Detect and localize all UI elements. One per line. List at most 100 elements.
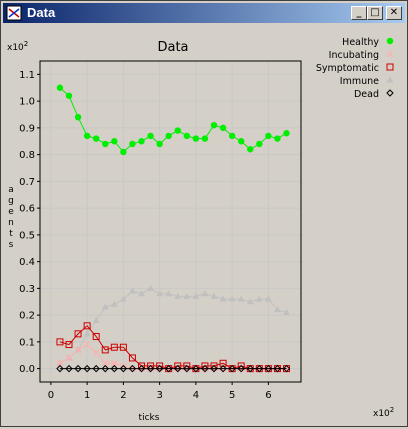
series-healthy (56, 84, 290, 156)
symptomatic-line (59, 325, 287, 370)
immune-point (219, 295, 227, 302)
y-tick-label: 0.5 (19, 230, 35, 241)
y-tick-label: 0.0 (19, 364, 35, 375)
dead-point (83, 364, 91, 373)
legend-label: Immune (340, 76, 379, 87)
x-stroke (110, 359, 118, 367)
y-axis-label-char: n (8, 218, 14, 228)
symptomatic-point (56, 338, 64, 346)
healthy-point (56, 84, 64, 91)
legend-label: Symptomatic (316, 63, 379, 74)
symptomatic-point (119, 343, 127, 351)
healthy-point (247, 146, 254, 153)
x-stroke (83, 341, 91, 348)
immune-point (210, 292, 218, 299)
dead-point (164, 364, 173, 373)
x-tick-label: 1 (84, 390, 90, 401)
dead-point (192, 364, 200, 373)
immune-point (192, 292, 200, 299)
immune-point (138, 290, 145, 297)
symptomatic-point (92, 333, 100, 341)
healthy-point (129, 140, 136, 148)
dead-point (74, 364, 82, 373)
healthy-point (274, 135, 281, 142)
healthy-point (92, 135, 100, 142)
series-immune (56, 284, 290, 366)
immune-point (147, 284, 155, 291)
healthy-point (120, 148, 127, 156)
legend-incubating-point (386, 50, 394, 58)
immune-point (110, 300, 118, 307)
immune-point (119, 295, 127, 302)
healthy-point (192, 135, 200, 142)
grid (40, 61, 301, 382)
y-tick-label: 0.3 (19, 284, 35, 295)
immune-point (165, 290, 173, 297)
y-axis-label-char: e (8, 207, 14, 217)
dead-point (119, 364, 128, 373)
dead-point (65, 364, 73, 373)
dead-point (137, 364, 146, 373)
healthy-point (147, 132, 154, 140)
y-tick-label: 0.1 (19, 337, 35, 348)
dead-point (282, 364, 291, 373)
healthy-point (283, 130, 290, 137)
immune-point (174, 292, 182, 299)
dead-point (273, 364, 282, 373)
incubating-point (83, 341, 91, 348)
x-stroke (74, 346, 82, 354)
minimize-button[interactable]: _ (351, 6, 367, 20)
immune-point (83, 330, 91, 337)
symptomatic-point (65, 341, 73, 349)
x-stroke (92, 349, 100, 356)
x-stroke (386, 50, 394, 58)
x-stroke (56, 359, 64, 367)
dead-point (237, 364, 245, 373)
x-tick-label: 6 (265, 390, 271, 401)
close-button[interactable]: ✕ (386, 6, 402, 20)
tick-labels: 0 1 2 3 4 5 6 0.0 0.1 0.2 0.3 0.4 0.5 0.6 0.7 0.8 0.9 1.0… (19, 70, 271, 401)
symptomatic-point (101, 346, 109, 354)
dead-point (155, 364, 164, 373)
y-tick-label: 0.9 (19, 123, 35, 134)
dead-point (210, 364, 218, 373)
legend-label: Dead (354, 89, 379, 100)
y-axis-label-char: s (9, 240, 14, 250)
healthy-point (219, 124, 227, 132)
healthy-point (183, 132, 191, 140)
dead-point (146, 364, 155, 373)
legend-symptomatic-point (386, 63, 394, 71)
y-axis-label-char: a (8, 185, 14, 195)
dead-point (101, 364, 109, 373)
immune-point (128, 287, 136, 294)
x-axis-label: ticks (139, 413, 160, 423)
plot-area (39, 60, 302, 383)
healthy-point (165, 132, 172, 140)
immune-point (92, 316, 100, 323)
legend-label: Healthy (342, 37, 379, 48)
y-tick-label: 0.7 (19, 177, 35, 188)
healthy-point (138, 138, 145, 145)
dead-point (219, 364, 227, 373)
healthy-point (228, 132, 236, 140)
title-bar[interactable]: Data _ □ ✕ (3, 3, 405, 23)
incubating-point (74, 346, 82, 354)
healthy-line (59, 87, 287, 153)
healthy-point (201, 135, 209, 142)
immune-point (201, 290, 209, 297)
immune-point (156, 290, 164, 297)
immune-point (228, 295, 236, 302)
y-tick-label: 0.8 (19, 150, 35, 161)
healthy-point (210, 122, 218, 129)
dead-point (110, 364, 119, 373)
y-tick-label: 1.1 (19, 70, 35, 81)
x-tick-label: 4 (193, 390, 199, 401)
y-tick-label: 0.6 (19, 204, 35, 215)
immune-point (273, 306, 281, 313)
x-tick-label: 5 (229, 390, 235, 401)
healthy-point (111, 138, 118, 145)
healthy-point (102, 140, 109, 148)
maximize-button[interactable]: □ (367, 6, 383, 20)
dead-point (228, 364, 236, 373)
